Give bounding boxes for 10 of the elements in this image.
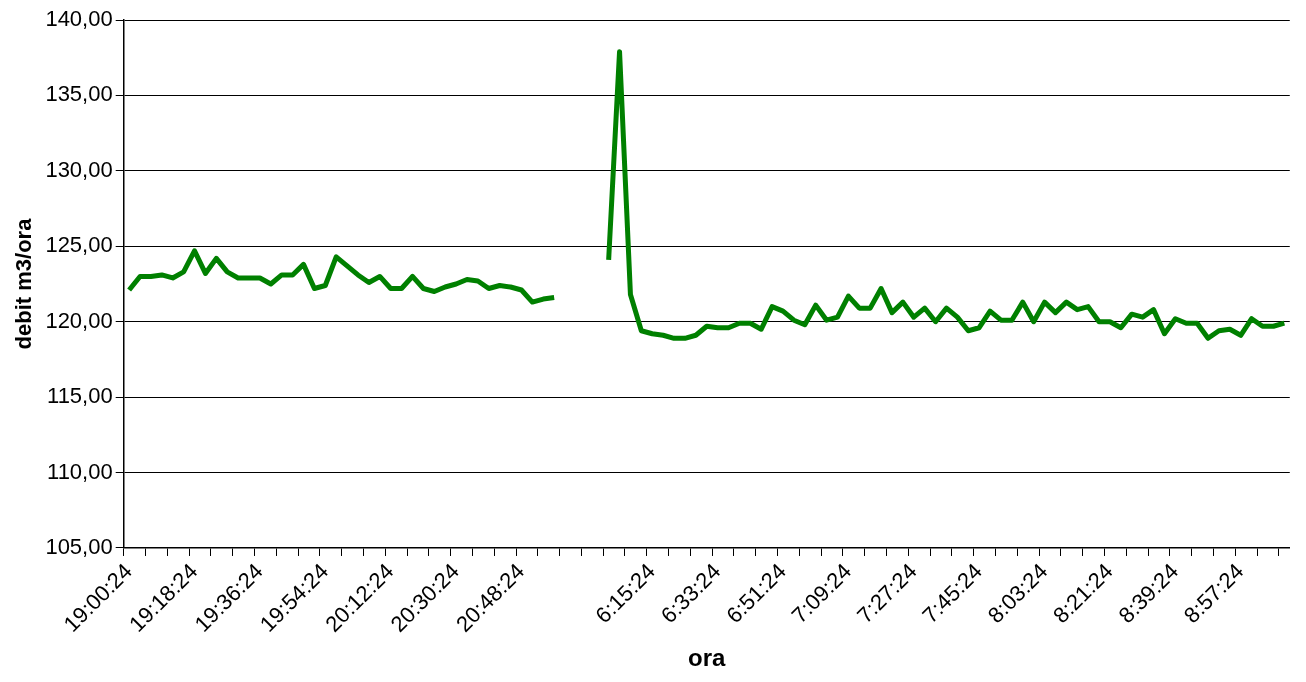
y-tick-label: 130,00 <box>45 156 113 182</box>
y-tick-label: 140,00 <box>45 6 113 32</box>
y-axis-title: debit m3/ora <box>11 217 37 350</box>
y-tick-label: 105,00 <box>45 534 113 560</box>
y-tick-label: 115,00 <box>47 383 113 409</box>
y-tick-label: 110,00 <box>47 458 113 484</box>
y-tick-label: 135,00 <box>45 81 113 107</box>
y-tick-label: 125,00 <box>45 232 113 258</box>
x-axis-title: ora <box>688 644 727 672</box>
y-tick-label: 120,00 <box>45 307 113 333</box>
